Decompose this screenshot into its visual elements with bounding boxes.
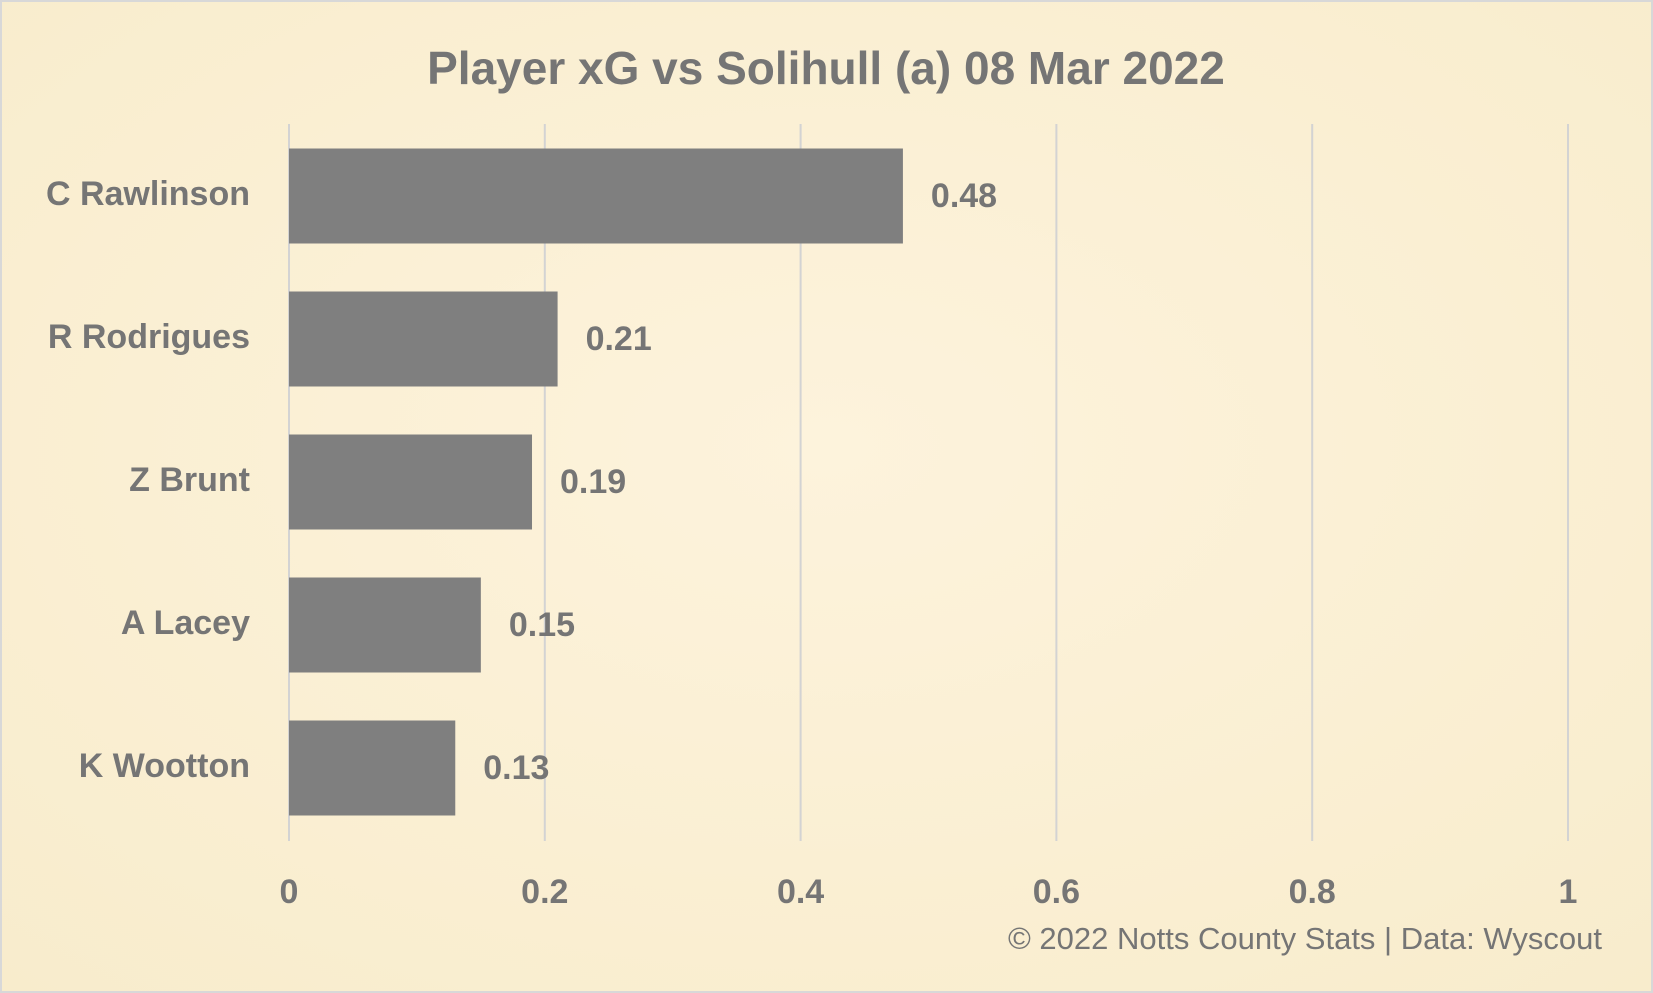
data-label: 0.48 [931,177,997,215]
chart-title: Player xG vs Solihull (a) 08 Mar 2022 [427,42,1225,94]
x-tick-label: 1 [1559,873,1578,911]
data-label: 0.21 [586,320,652,358]
bar [289,148,903,244]
x-tick-label: 0.8 [1289,873,1336,911]
data-label: 0.19 [560,463,626,501]
y-tick-label: R Rodrigues [48,318,250,356]
data-label: 0.13 [483,749,549,787]
y-tick-label: A Lacey [121,604,250,642]
x-tick-label: 0.6 [1033,873,1080,911]
data-label: 0.15 [509,606,575,644]
bar [289,291,558,387]
y-tick-label: C Rawlinson [46,175,250,213]
bar [289,720,456,816]
bar [289,577,481,673]
footer: © 2022 Notts County Stats | Data: Wyscou… [1008,921,1602,956]
x-tick-label: 0.4 [777,873,824,911]
y-tick-label: K Wootton [79,747,250,785]
x-tick-label: 0.2 [521,873,568,911]
x-tick-label: 0 [280,873,299,911]
bar [289,434,533,530]
y-tick-label: Z Brunt [129,461,250,499]
